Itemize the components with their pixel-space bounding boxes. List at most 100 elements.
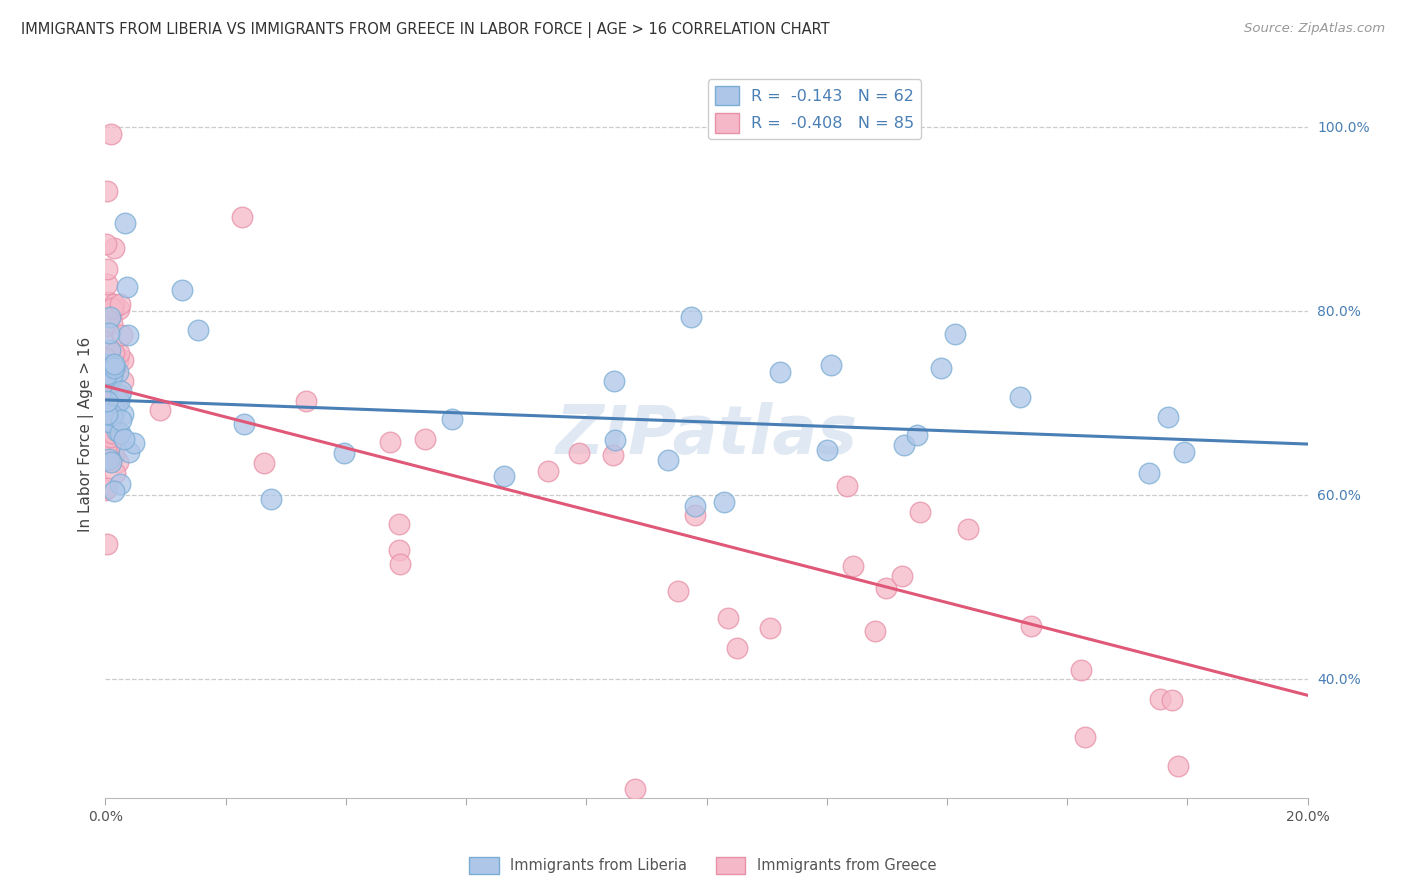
Point [105, 424, 128, 438]
Point [683, 508, 706, 522]
Point [108, 346, 131, 360]
Point [96, 184, 118, 198]
Text: IMMIGRANTS FROM LIBERIA VS IMMIGRANTS FROM GREECE IN LABOR FORCE | AGE > 16 CORR: IMMIGRANTS FROM LIBERIA VS IMMIGRANTS FR… [21, 22, 830, 38]
Point [100, 439, 122, 453]
Point [112, 408, 135, 422]
Point [96, 389, 118, 403]
Point [683, 500, 706, 514]
Point [103, 361, 125, 376]
Point [893, 437, 915, 451]
Point [624, 782, 647, 797]
Point [118, 445, 141, 459]
Point [107, 455, 129, 469]
Point [929, 361, 952, 376]
Point [98, 310, 121, 325]
Point [111, 374, 134, 388]
Point [96, 368, 118, 382]
Point [1074, 730, 1097, 744]
Point [260, 492, 283, 507]
Point [1070, 663, 1092, 677]
Point [815, 443, 838, 458]
Point [713, 494, 735, 508]
Point [97, 454, 120, 468]
Point [253, 456, 276, 470]
Point [96, 277, 118, 291]
Point [96, 407, 118, 421]
Point [94, 372, 117, 386]
Point [96, 351, 118, 365]
Point [956, 522, 979, 536]
Point [100, 128, 122, 142]
Point [98, 372, 121, 386]
Point [103, 447, 125, 461]
Point [107, 352, 129, 367]
Point [94, 236, 117, 251]
Point [122, 435, 145, 450]
Point [107, 394, 129, 409]
Point [97, 339, 120, 353]
Point [603, 374, 626, 388]
Point [333, 445, 356, 459]
Point [94, 483, 117, 497]
Point [657, 453, 679, 467]
Point [768, 365, 790, 379]
Point [96, 393, 118, 408]
Point [1173, 445, 1195, 459]
Point [1021, 619, 1043, 633]
Point [98, 452, 121, 467]
Point [108, 301, 131, 316]
Point [96, 537, 118, 551]
Point [603, 433, 626, 447]
Point [105, 394, 128, 409]
Point [905, 428, 928, 442]
Point [388, 517, 411, 532]
Point [114, 216, 136, 230]
Point [149, 403, 172, 417]
Point [107, 365, 129, 379]
Point [110, 413, 132, 427]
Point [104, 403, 127, 417]
Point [97, 318, 120, 332]
Point [103, 241, 125, 255]
Point [98, 408, 121, 422]
Point [537, 464, 560, 478]
Point [110, 384, 132, 398]
Point [96, 262, 118, 277]
Point [98, 375, 121, 389]
Point [101, 413, 124, 427]
Point [103, 404, 125, 418]
Point [97, 326, 120, 341]
Point [108, 297, 131, 311]
Point [717, 611, 740, 625]
Point [94, 359, 117, 373]
Point [101, 370, 124, 384]
Point [378, 434, 401, 449]
Point [232, 417, 254, 431]
Point [101, 425, 124, 440]
Legend: R =  -0.143   N = 62, R =  -0.408   N = 85: R = -0.143 N = 62, R = -0.408 N = 85 [709, 79, 921, 139]
Point [111, 328, 134, 343]
Point [98, 415, 121, 429]
Y-axis label: In Labor Force | Age > 16: In Labor Force | Age > 16 [79, 337, 94, 533]
Point [103, 302, 125, 317]
Point [108, 426, 131, 441]
Point [492, 469, 515, 483]
Point [98, 430, 121, 444]
Point [103, 484, 125, 499]
Point [94, 357, 117, 371]
Point [97, 415, 120, 429]
Point [170, 283, 193, 297]
Point [841, 558, 863, 573]
Point [94, 372, 117, 386]
Point [863, 624, 886, 639]
Point [103, 359, 125, 373]
Point [103, 425, 125, 440]
Point [908, 506, 931, 520]
Point [103, 466, 125, 480]
Point [117, 327, 139, 342]
Point [97, 446, 120, 460]
Point [725, 641, 748, 656]
Point [98, 397, 121, 411]
Point [100, 368, 122, 382]
Point [666, 584, 689, 599]
